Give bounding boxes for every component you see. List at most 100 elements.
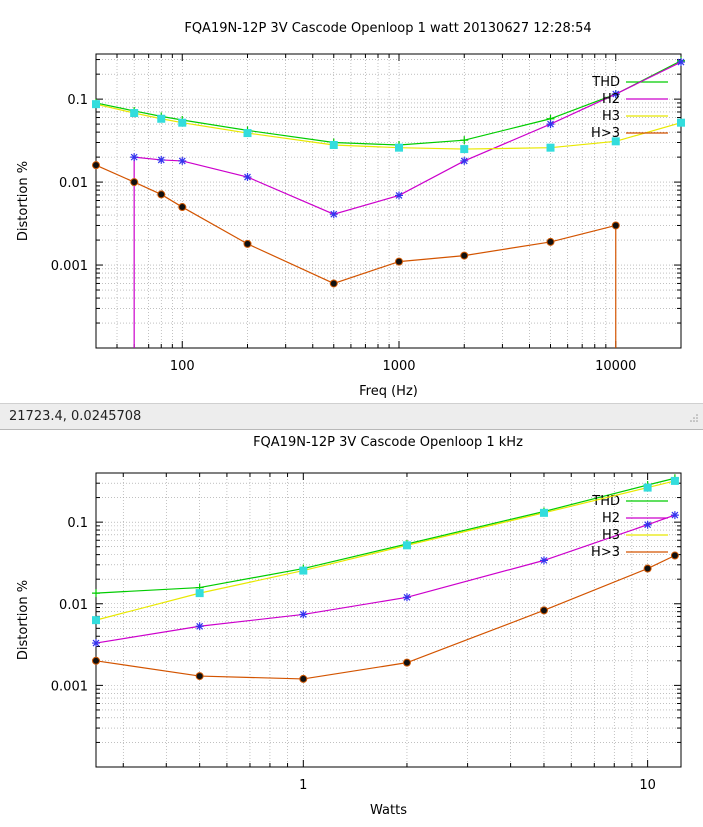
x-axis-label: Watts	[370, 803, 407, 818]
data-point	[539, 508, 548, 517]
legend-label: THD	[591, 494, 620, 509]
plot-window-power[interactable]: 1 10 0.1 0.01 0.001 FQA19N-12P 3V Cascode Ope…	[0, 431, 703, 823]
chart-title: FQA19N-12P 3V Cascode Openloop 1 watt 20…	[184, 21, 591, 36]
data-point	[178, 118, 187, 127]
data-point	[643, 564, 652, 573]
data-point	[677, 58, 685, 67]
plot-frame	[95, 472, 682, 768]
grid	[95, 54, 682, 349]
x-axis-label: Freq (Hz)	[359, 384, 418, 399]
x-tick-label: 1000	[382, 359, 415, 374]
series-h2	[130, 58, 685, 348]
series-h3	[92, 100, 685, 154]
series-thd	[92, 474, 679, 598]
legend-label: THD	[591, 75, 620, 90]
data-point	[460, 145, 469, 154]
data-point	[402, 593, 411, 602]
data-point	[299, 610, 308, 619]
data-point	[677, 118, 685, 127]
legend-label: H3	[602, 109, 620, 124]
data-point	[157, 155, 166, 164]
data-point	[329, 279, 338, 288]
series-line	[134, 61, 682, 215]
data-point	[670, 476, 679, 485]
data-point	[460, 136, 469, 145]
data-point	[92, 616, 100, 625]
series-line	[95, 480, 676, 621]
data-point	[299, 566, 308, 575]
y-axis-label: Distortion %	[16, 161, 31, 241]
data-point	[195, 589, 204, 598]
data-point	[92, 100, 100, 109]
data-point	[460, 156, 469, 165]
data-point	[195, 622, 204, 631]
legend-label: H2	[602, 92, 620, 107]
data-point	[130, 109, 139, 118]
series-line	[95, 554, 676, 680]
plot-frame	[95, 53, 682, 349]
data-point	[395, 257, 404, 266]
y-axis-label: Distortion %	[16, 580, 31, 660]
y-tick-label: 0.001	[51, 259, 88, 274]
data-point	[178, 203, 187, 212]
y-tick-label: 0.01	[59, 176, 88, 191]
data-point	[243, 239, 252, 248]
data-point	[92, 161, 100, 170]
series-h3	[92, 476, 679, 625]
series-line	[95, 164, 616, 285]
data-point	[546, 237, 555, 246]
chart-frequency-sweep: 100 1000 10000 0.1 0.01 0.001 FQA19N-12P 3V Ca…	[16, 21, 685, 399]
data-point	[329, 210, 338, 219]
x-tick-label: 1	[299, 778, 307, 793]
data-point	[92, 639, 100, 648]
data-point	[611, 90, 620, 99]
data-point	[157, 114, 166, 123]
series-h2	[92, 511, 679, 648]
data-point	[611, 221, 620, 230]
data-point	[130, 178, 139, 187]
data-point	[546, 120, 555, 129]
data-point	[402, 658, 411, 667]
grid	[96, 472, 681, 768]
data-point	[243, 129, 252, 138]
legend-label: H>3	[591, 545, 620, 560]
resize-grip-icon[interactable]	[689, 413, 699, 423]
data-point	[670, 511, 679, 520]
data-point	[546, 143, 555, 152]
series-line	[95, 477, 676, 594]
series-h3	[92, 161, 620, 348]
chart-title: FQA19N-12P 3V Cascode Openloop 1 kHz	[253, 435, 523, 450]
data-point	[643, 483, 652, 492]
legend-label: H2	[602, 511, 620, 526]
y-tick-label: 0.01	[59, 598, 88, 613]
data-point	[395, 143, 404, 152]
data-point	[92, 656, 100, 665]
legend-label: H>3	[591, 126, 620, 141]
y-tick-label: 0.1	[67, 93, 88, 108]
x-tick-label: 10000	[595, 359, 636, 374]
data-point	[670, 551, 679, 560]
y-tick-label: 0.001	[51, 679, 88, 694]
data-point	[92, 589, 100, 598]
data-point	[460, 251, 469, 260]
plot-window-frequency[interactable]: 100 1000 10000 0.1 0.01 0.001 FQA19N-12P 3V Ca…	[0, 0, 703, 404]
data-point	[130, 153, 139, 162]
series-h3	[92, 551, 679, 683]
data-point	[243, 173, 252, 182]
data-point	[539, 556, 548, 565]
data-point	[178, 156, 187, 165]
data-point	[402, 541, 411, 550]
legend-label: H3	[602, 528, 620, 543]
mouse-coordinates-readout: 21723.4, 0.0245708	[9, 409, 142, 424]
data-point	[157, 190, 166, 199]
y-tick-label: 0.1	[67, 516, 88, 531]
status-bar: 21723.4, 0.0245708	[0, 403, 703, 430]
data-point	[195, 672, 204, 681]
x-tick-label: 100	[170, 359, 195, 374]
data-point	[539, 606, 548, 615]
data-point	[643, 520, 652, 529]
data-point	[395, 191, 404, 200]
data-point	[611, 137, 620, 146]
chart-power-sweep: 1 10 0.1 0.01 0.001 FQA19N-12P 3V Cascode Ope…	[16, 435, 682, 818]
data-point	[329, 140, 338, 149]
